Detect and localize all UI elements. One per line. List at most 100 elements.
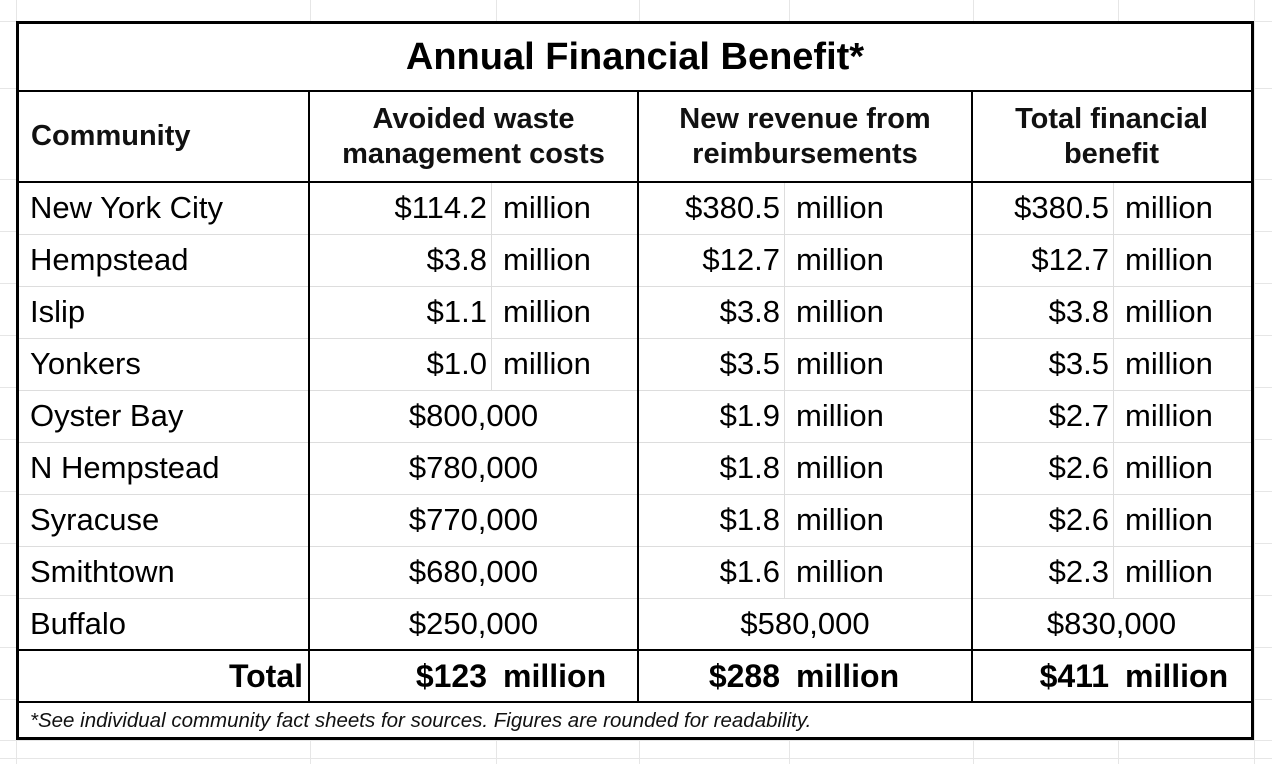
subcell-divider [491,286,492,338]
subcell-divider [784,234,785,286]
cell-revenue-unit: million [796,190,884,225]
cell-avoided-amount: $780,000 [408,450,539,485]
cell-avoided-amount: $1.0 [426,346,487,381]
subcell-divider [1113,234,1114,286]
cell-revenue-amount: $3.8 [719,294,780,329]
cell-revenue-unit: million [796,346,884,381]
subcell-divider [784,442,785,494]
total-avoided-amount: $123 [415,657,487,694]
cell-avoided-amount: $800,000 [408,398,539,433]
cell-total-unit: million [1125,294,1213,329]
cell-total-unit: million [1125,242,1213,277]
subcell-divider [491,182,492,234]
cell-avoided-unit: million [503,346,591,381]
subcell-divider [491,338,492,390]
subcell-divider [1113,338,1114,390]
cell-revenue-amount: $380.5 [685,190,780,225]
subcell-divider [1113,182,1114,234]
title-divider [19,90,1251,92]
cell-revenue-unit: million [796,450,884,485]
total-revenue-amount: $288 [708,657,780,694]
subcell-divider [1113,546,1114,598]
financial-benefit-table: Annual Financial Benefit* Community Avoid… [16,21,1254,740]
subcell-divider [784,546,785,598]
cell-revenue-unit: million [796,502,884,537]
header-text: Avoided waste management costs [342,102,605,172]
header-line-1: Total financial [1015,102,1208,135]
header-community: Community [31,120,191,152]
cell-community: N Hempstead [30,450,220,485]
cell-community: Buffalo [30,606,126,641]
cell-total-amount: $380.5 [1014,190,1109,225]
total-avoided-unit: million [503,657,607,694]
cell-community: Syracuse [30,502,160,537]
cell-avoided-amount: $680,000 [408,554,539,589]
row-divider [19,598,1251,599]
subcell-divider [1113,286,1114,338]
cell-total-amount: $3.8 [1048,294,1109,329]
cell-total-unit: million [1125,502,1213,537]
column-divider [308,91,310,702]
cell-avoided-unit: million [503,190,591,225]
cell-revenue-amount: $580,000 [740,606,870,641]
cell-avoided-amount: $770,000 [408,502,539,537]
cell-total-unit: million [1125,398,1213,433]
footnote-divider [19,701,1251,703]
total-top-divider [19,649,1251,651]
total-revenue-unit: million [796,657,900,694]
cell-revenue-unit: million [796,294,884,329]
column-divider [971,91,973,702]
gridline [0,740,1272,741]
header-new-revenue: New revenue from reimbursements [638,91,972,182]
subcell-divider [1113,442,1114,494]
header-line-1: New revenue from [679,102,931,135]
cell-revenue-amount: $1.9 [719,398,780,433]
cell-revenue-amount: $1.6 [719,554,780,589]
cell-total-amount: $12.7 [1031,242,1109,277]
total-total-amount: $411 [1039,657,1109,694]
row-divider [19,390,1251,391]
row-divider [19,442,1251,443]
header-line-2: benefit [1063,137,1160,170]
subcell-divider [491,234,492,286]
gridline [0,758,1272,759]
cell-revenue-amount: $3.5 [719,346,780,381]
cell-total-unit: million [1125,450,1213,485]
cell-total-amount: $830,000 [1046,606,1177,641]
cell-revenue-unit: million [796,398,884,433]
header-text: New revenue from reimbursements [679,102,930,172]
cell-avoided-amount: $250,000 [408,606,539,641]
subcell-divider [784,390,785,442]
cell-total-unit: million [1125,346,1213,381]
header-total-benefit: Total financial benefit [972,91,1251,182]
row-divider [19,546,1251,547]
table-title: Annual Financial Benefit* [405,36,865,78]
cell-total-unit: million [1125,554,1213,589]
header-line-1: Avoided waste [372,102,575,135]
row-divider [19,234,1251,235]
header-avoided-costs: Avoided waste management costs [309,91,638,182]
cell-total-amount: $2.7 [1048,398,1109,433]
cell-community: New York City [30,190,223,225]
cell-revenue-unit: million [796,554,884,589]
cell-total-amount: $2.6 [1048,502,1109,537]
cell-revenue-amount: $1.8 [719,502,780,537]
cell-community: Oyster Bay [30,398,184,433]
subcell-divider [1113,390,1114,442]
header-line-2: reimbursements [692,137,918,170]
header-line-2: management costs [342,137,605,170]
cell-revenue-unit: million [796,242,884,277]
cell-avoided-unit: million [503,242,591,277]
cell-community: Yonkers [30,346,141,381]
cell-community: Smithtown [30,554,175,589]
cell-revenue-amount: $1.8 [719,450,780,485]
cell-total-amount: $2.6 [1048,450,1109,485]
header-divider [19,181,1251,183]
cell-avoided-amount: $1.1 [426,294,487,329]
total-label: Total [228,657,303,694]
subcell-divider [784,494,785,546]
column-divider [637,91,639,702]
cell-avoided-amount: $114.2 [394,190,487,225]
row-divider [19,286,1251,287]
cell-avoided-unit: million [503,294,591,329]
